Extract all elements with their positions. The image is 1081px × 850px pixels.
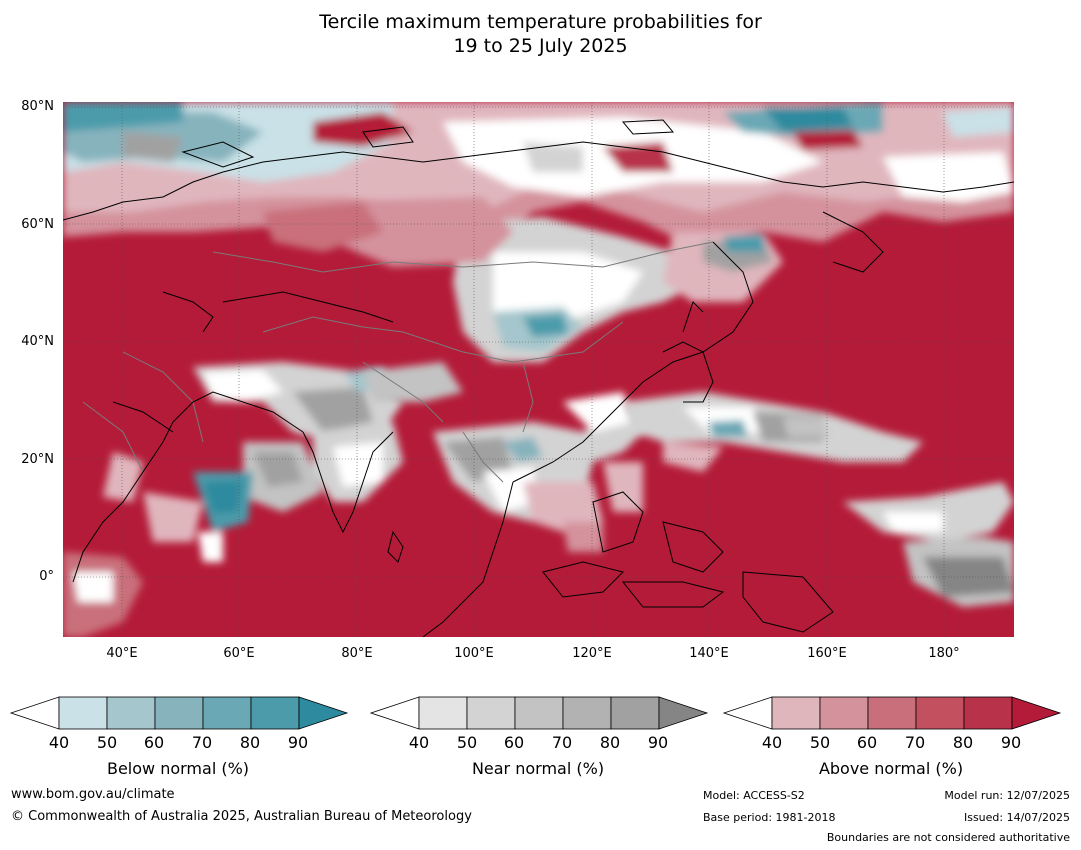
colorbar-segment-80-90 xyxy=(250,696,300,730)
lon-label-100e: 100°E xyxy=(454,646,494,661)
colorbar-segment-50-60 xyxy=(466,696,516,730)
cb-above-tick-40: 40 xyxy=(761,733,783,752)
lon-label-180: 180° xyxy=(928,646,960,661)
colorbar-segment-below-40 xyxy=(10,696,60,730)
colorbar-near-normal xyxy=(370,696,709,730)
colorbar-segment-below-40 xyxy=(723,696,773,730)
cb-near-tick-50: 50 xyxy=(456,733,478,752)
lat-label-0: 0° xyxy=(39,569,54,584)
cb-near-tick-70: 70 xyxy=(551,733,573,752)
pacific-field xyxy=(623,392,1014,607)
lat-label-60n: 60°N xyxy=(21,217,54,232)
colorbar-segment-70-80 xyxy=(915,696,965,730)
colorbar-above-normal xyxy=(723,696,1062,730)
lat-label-40n: 40°N xyxy=(21,334,54,349)
colorbar-segment-40-50 xyxy=(771,696,821,730)
colorbar-segment-70-80 xyxy=(202,696,252,730)
colorbar-segment-above-90 xyxy=(658,696,709,730)
northern-asia-field xyxy=(63,102,1014,252)
cb-above-tick-80: 80 xyxy=(952,733,974,752)
map-canvas xyxy=(63,102,1014,637)
cb-above-tick-70: 70 xyxy=(904,733,926,752)
colorbar-segment-above-90 xyxy=(298,696,349,730)
colorbar-segment-80-90 xyxy=(963,696,1013,730)
issued-text: Issued: 14/07/2025 xyxy=(963,811,1070,824)
colorbar-segment-40-50 xyxy=(418,696,468,730)
lon-label-40e: 40°E xyxy=(106,646,138,661)
colorbar-segment-50-60 xyxy=(819,696,869,730)
cb-below-tick-40: 40 xyxy=(48,733,70,752)
cb-below-tick-90: 90 xyxy=(287,733,309,752)
colorbar-segment-below-40 xyxy=(370,696,420,730)
cb-near-tick-90: 90 xyxy=(647,733,669,752)
base-period-text: Base period: 1981-2018 xyxy=(703,811,836,824)
colorbar-segment-above-90 xyxy=(1011,696,1062,730)
lon-label-80e: 80°E xyxy=(341,646,373,661)
lon-label-140e: 140°E xyxy=(689,646,729,661)
disclaimer-text: Boundaries are not considered authoritat… xyxy=(826,831,1070,844)
colorbar-segment-40-50 xyxy=(58,696,108,730)
probability-map xyxy=(63,102,1014,637)
graticule xyxy=(63,102,1014,637)
colorbar-below-normal xyxy=(10,696,349,730)
colorbar-segment-60-70 xyxy=(514,696,564,730)
colorbar-segment-50-60 xyxy=(106,696,156,730)
central-asia-field xyxy=(263,197,783,362)
cb-near-label: Near normal (%) xyxy=(471,759,605,778)
cb-below-label: Below normal (%) xyxy=(106,759,250,778)
cb-below-tick-60: 60 xyxy=(143,733,165,752)
colorbar-segment-70-80 xyxy=(562,696,612,730)
cb-near-tick-60: 60 xyxy=(503,733,525,752)
model-text: Model: ACCESS-S2 xyxy=(703,789,805,802)
lon-label-60e: 60°E xyxy=(223,646,255,661)
cb-below-tick-80: 80 xyxy=(239,733,261,752)
cb-above-tick-50: 50 xyxy=(809,733,831,752)
lon-label-120e: 120°E xyxy=(572,646,612,661)
copyright-text: © Commonwealth of Australia 2025, Austra… xyxy=(11,809,472,824)
cb-above-tick-90: 90 xyxy=(1000,733,1022,752)
coastlines xyxy=(63,119,1014,637)
lat-label-80n: 80°N xyxy=(21,99,54,114)
title-line-1: Tercile maximum temperature probabilitie… xyxy=(319,11,762,33)
model-run-text: Model run: 12/07/2025 xyxy=(944,789,1070,802)
cb-below-tick-50: 50 xyxy=(96,733,118,752)
cb-above-tick-60: 60 xyxy=(856,733,878,752)
lat-label-20n: 20°N xyxy=(21,452,54,467)
country-borders xyxy=(82,241,714,483)
map-title: Tercile maximum temperature probabilitie… xyxy=(0,10,1081,58)
cb-below-tick-70: 70 xyxy=(191,733,213,752)
colorbar-segment-80-90 xyxy=(610,696,660,730)
lon-label-160e: 160°E xyxy=(807,646,847,661)
cb-near-tick-80: 80 xyxy=(599,733,621,752)
colorbar-segment-60-70 xyxy=(154,696,204,730)
cb-near-tick-40: 40 xyxy=(408,733,430,752)
title-line-2: 19 to 25 July 2025 xyxy=(453,35,628,57)
cb-above-label: Above normal (%) xyxy=(818,759,964,778)
colorbar-segment-60-70 xyxy=(867,696,917,730)
east-asia-field xyxy=(363,362,653,552)
website-link[interactable]: www.bom.gov.au/climate xyxy=(11,787,175,802)
